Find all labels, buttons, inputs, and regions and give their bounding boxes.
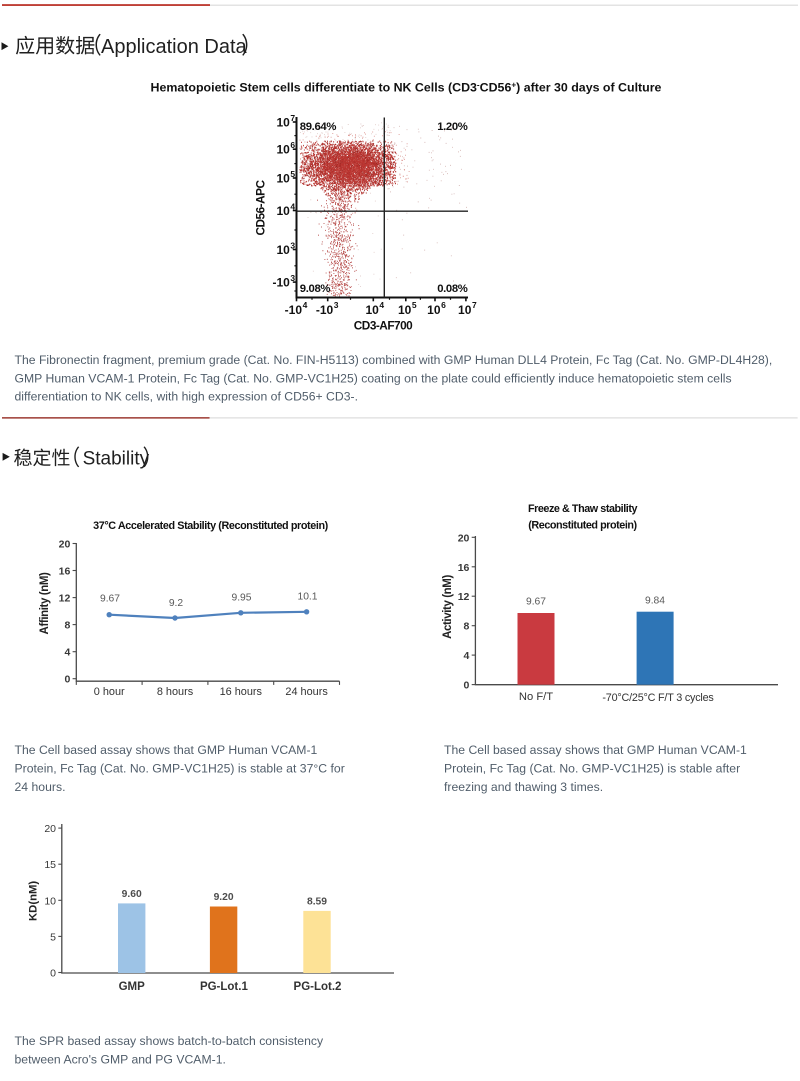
svg-text:Affinity (nM): Affinity (nM): [39, 572, 51, 634]
svg-text:4: 4: [379, 300, 384, 310]
svg-text:6: 6: [441, 300, 446, 310]
svg-text:0 hour: 0 hour: [94, 686, 125, 698]
svg-text:10: 10: [398, 303, 412, 317]
svg-text:-10: -10: [272, 276, 290, 290]
svg-text:9.67: 9.67: [526, 597, 546, 608]
svg-text:9.67: 9.67: [100, 594, 120, 605]
svg-text:12: 12: [458, 591, 470, 603]
svg-text:10: 10: [276, 243, 290, 257]
svg-text:Activity (nM): Activity (nM): [442, 575, 454, 639]
svg-text:16: 16: [59, 566, 71, 578]
svg-text:10: 10: [458, 303, 472, 317]
svg-text:0: 0: [64, 674, 70, 686]
svg-text:between Acro's GMP and PG VCAM: between Acro's GMP and PG VCAM-1.: [15, 1053, 226, 1067]
svg-text:GMP Human VCAM-1 Protein, Fc T: GMP Human VCAM-1 Protein, Fc Tag (Cat. N…: [15, 371, 732, 385]
svg-text:0: 0: [464, 680, 470, 692]
svg-text:PG-Lot.1: PG-Lot.1: [200, 981, 249, 993]
svg-text:PG-Lot.2: PG-Lot.2: [294, 981, 342, 993]
svg-text:Protein, Fc Tag (Cat. No. GMP-: Protein, Fc Tag (Cat. No. GMP-VC1H25) is…: [15, 761, 345, 775]
svg-text:8: 8: [464, 621, 470, 633]
svg-text:1.20%: 1.20%: [437, 121, 468, 133]
svg-text:Freeze & Thaw stability: Freeze & Thaw stability: [528, 503, 637, 515]
svg-text:8: 8: [64, 620, 70, 632]
svg-text:9.84: 9.84: [645, 595, 665, 606]
svg-text:The Cell based assay shows tha: The Cell based assay shows that GMP Huma…: [444, 743, 747, 757]
svg-text:16: 16: [458, 562, 470, 574]
svg-text:(Reconstituted protein): (Reconstituted protein): [528, 519, 637, 531]
svg-text:differentiation to NK cells, w: differentiation to NK cells, with high e…: [15, 390, 359, 404]
svg-text:9.60: 9.60: [122, 889, 142, 900]
svg-text:CD3-AF700: CD3-AF700: [354, 319, 413, 333]
svg-text:4: 4: [64, 647, 70, 659]
svg-text:-10: -10: [316, 303, 334, 317]
svg-text:20: 20: [458, 532, 470, 544]
svg-text:-10: -10: [285, 303, 303, 317]
svg-text:12: 12: [59, 593, 71, 605]
svg-text:10: 10: [276, 143, 290, 157]
svg-text:freezing and thawing 3 times.: freezing and thawing 3 times.: [444, 780, 603, 794]
svg-text:37°C Accelerated Stability (Re: 37°C Accelerated Stability (Reconstitute…: [93, 520, 329, 532]
svg-text:10.1: 10.1: [297, 591, 317, 602]
svg-text:-70°C/25°C F/T 3 cycles: -70°C/25°C F/T 3 cycles: [602, 692, 714, 704]
svg-text:No F/T: No F/T: [519, 691, 553, 703]
svg-text:5: 5: [290, 169, 295, 179]
svg-text:0.08%: 0.08%: [437, 283, 468, 295]
svg-text:9.20: 9.20: [214, 892, 234, 903]
svg-text:0: 0: [50, 968, 56, 980]
svg-text:3: 3: [334, 300, 339, 310]
svg-text:Stability: Stability: [83, 449, 150, 470]
svg-text:10: 10: [44, 895, 56, 907]
svg-text:3: 3: [290, 240, 295, 250]
svg-text:9.2: 9.2: [169, 598, 184, 609]
svg-text:9.95: 9.95: [231, 592, 251, 603]
svg-text:The SPR based assay shows batc: The SPR based assay shows batch-to-batch…: [15, 1034, 324, 1048]
svg-text:7: 7: [472, 300, 477, 310]
svg-text:89.64%: 89.64%: [300, 121, 337, 133]
svg-text:4: 4: [303, 300, 308, 310]
svg-text:10: 10: [276, 204, 290, 218]
svg-text:20: 20: [44, 823, 56, 835]
svg-text:4: 4: [290, 201, 295, 211]
svg-text:6: 6: [290, 140, 295, 150]
svg-text:5: 5: [412, 300, 417, 310]
svg-text:GMP: GMP: [119, 981, 146, 993]
svg-text:10: 10: [365, 303, 379, 317]
svg-text:24 hours.: 24 hours.: [15, 780, 66, 794]
svg-text:KD(nM): KD(nM): [28, 881, 40, 921]
svg-text:8 hours: 8 hours: [157, 686, 194, 698]
svg-text:10: 10: [276, 172, 290, 186]
svg-text:16 hours: 16 hours: [220, 686, 263, 698]
svg-text:7: 7: [290, 113, 295, 123]
svg-text:4: 4: [464, 650, 470, 662]
svg-text:20: 20: [59, 539, 71, 551]
svg-text:5: 5: [50, 931, 56, 943]
svg-text:24 hours: 24 hours: [285, 686, 328, 698]
svg-text:15: 15: [44, 859, 56, 871]
svg-text:Application Data: Application Data: [101, 36, 248, 58]
svg-text:9.08%: 9.08%: [300, 283, 331, 295]
svg-text:Protein, Fc Tag (Cat. No. GMP-: Protein, Fc Tag (Cat. No. GMP-VC1H25) is…: [444, 761, 740, 775]
svg-text:Hematopoietic Stem cells diffe: Hematopoietic Stem cells differentiate t…: [151, 81, 662, 95]
svg-text:CD56-APC: CD56-APC: [254, 180, 268, 236]
svg-text:10: 10: [427, 303, 441, 317]
svg-text:The Cell based assay shows tha: The Cell based assay shows that GMP Huma…: [15, 743, 318, 757]
svg-text:The Fibronectin fragment, prem: The Fibronectin fragment, premium grade …: [15, 353, 773, 367]
svg-text:3: 3: [290, 273, 295, 283]
svg-text:8.59: 8.59: [307, 897, 327, 908]
svg-text:10: 10: [276, 116, 290, 130]
